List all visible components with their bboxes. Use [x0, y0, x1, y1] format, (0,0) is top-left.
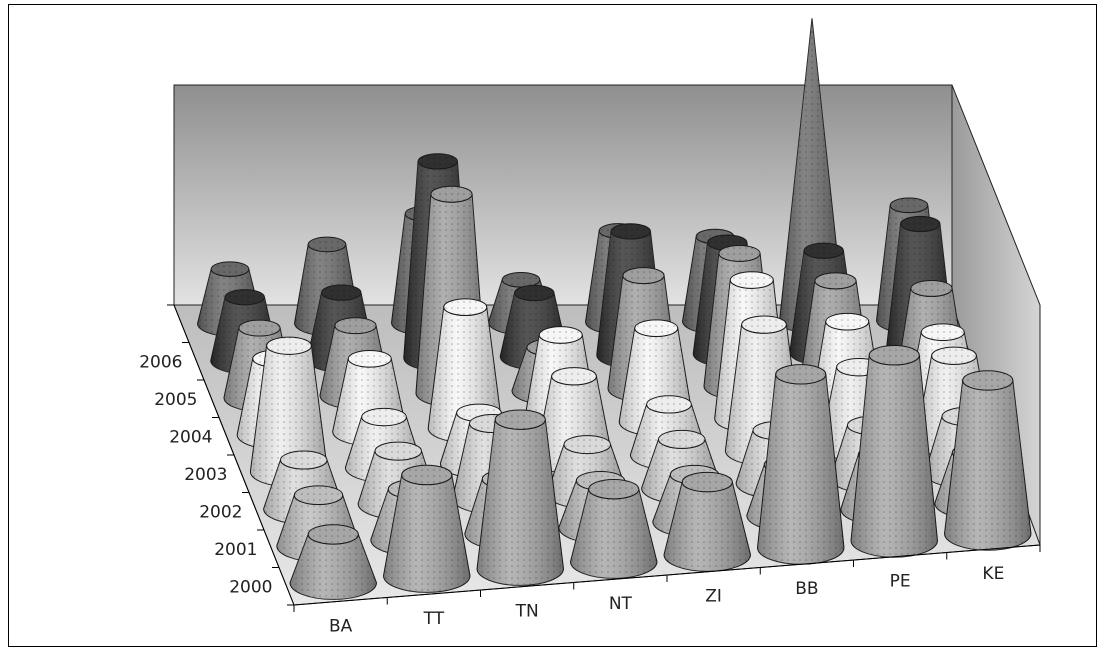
x-tick-label: TT: [423, 609, 445, 629]
y-tick-label: 2001: [214, 540, 257, 560]
bar-BB-2000: [757, 364, 845, 565]
x-tick-label: ZI: [705, 586, 722, 606]
x-tick-label: PE: [890, 571, 911, 591]
y-tick-label: 2002: [199, 502, 242, 522]
x-tick-label: NT: [609, 594, 633, 614]
y-tick-label: 2006: [139, 352, 182, 372]
bar-NT-2000: [570, 478, 658, 579]
x-tick-label: TN: [515, 601, 539, 621]
bar-TT-2000: [383, 464, 471, 593]
x-tick-label: KE: [982, 564, 1004, 584]
chart-marks: [197, 18, 1032, 600]
y-tick-label: 2000: [229, 577, 272, 597]
bar-TN-2000: [476, 409, 564, 586]
y-tick-label: 2003: [184, 465, 227, 485]
chart-axes: BA TT TN NT ZI BB PE KE 2006 2005 2004 2003 2002 2001…: [139, 304, 1041, 636]
bar-ZI-2004: [618, 319, 694, 437]
bar-BA-2000: [289, 524, 377, 600]
x-tick-label: BB: [795, 579, 818, 599]
bar-ZI-2000: [663, 471, 751, 572]
y-tick-label: 2004: [169, 427, 212, 447]
bar-PE-2000: [850, 345, 938, 558]
x-tick-label: BA: [329, 616, 353, 636]
bar-KE-2000: [944, 370, 1032, 551]
y-tick-label: 2005: [154, 390, 197, 410]
